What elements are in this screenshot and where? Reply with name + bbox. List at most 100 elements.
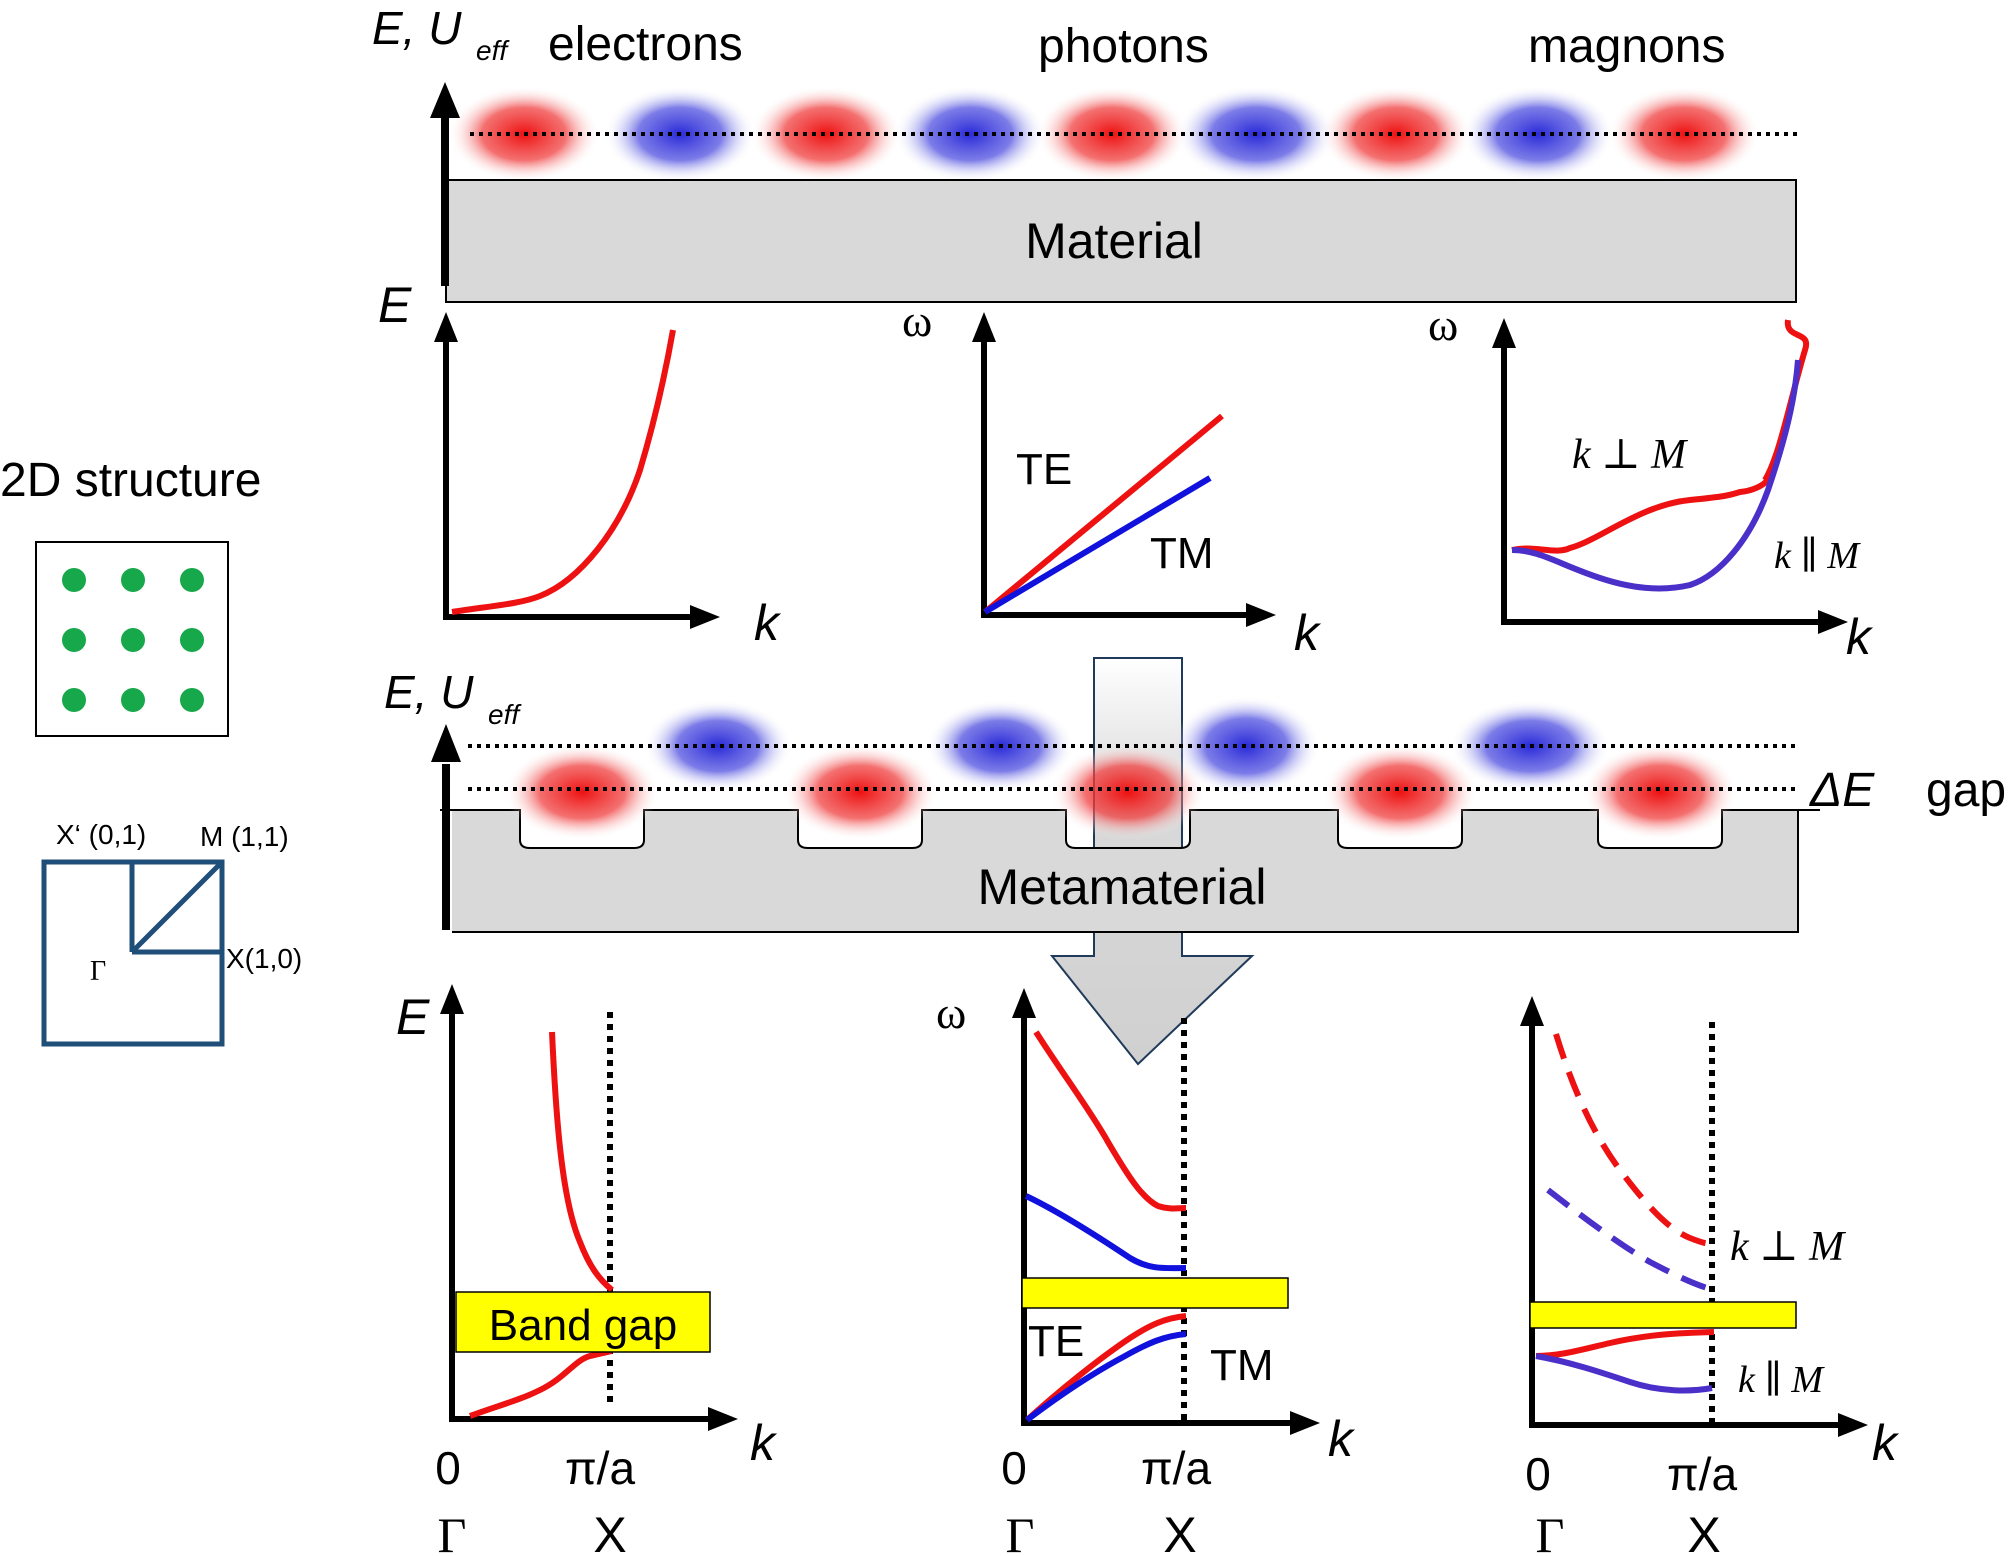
k-perp-m-lower-band bbox=[1535, 1329, 1715, 1359]
x-axis-label: k bbox=[1846, 609, 1874, 665]
gap-symbol: ΔE bbox=[1809, 764, 1875, 817]
y-axis-arrowhead bbox=[440, 984, 464, 1014]
tm-upper-band bbox=[1024, 1193, 1187, 1272]
x-axis-label: k bbox=[1872, 1415, 1900, 1471]
k-parallel-m-upper-band bbox=[1546, 1187, 1715, 1293]
tm-label: TM bbox=[1150, 529, 1214, 578]
lattice-dot bbox=[62, 568, 86, 592]
band-gap-box bbox=[1529, 1301, 1797, 1329]
te-dispersion-line bbox=[983, 413, 1224, 615]
brillouin-zone: X‘ (0,1) M (1,1) X(1,0) Γ bbox=[41, 819, 302, 1047]
lattice-dots bbox=[62, 568, 204, 712]
x-axis-arrowhead bbox=[1246, 603, 1276, 627]
k-parallel-m-label: k ∥ M bbox=[1738, 1359, 1825, 1401]
metamaterial-slab-border bbox=[452, 810, 1799, 933]
te-lower-band bbox=[1024, 1313, 1187, 1423]
wave-blob-red bbox=[1320, 86, 1472, 182]
bz-label-m: M (1,1) bbox=[200, 821, 289, 852]
structure-title: 2D structure bbox=[0, 454, 261, 507]
x-axis-arrowhead bbox=[1290, 1411, 1320, 1435]
wave-blob-red bbox=[782, 744, 938, 840]
tick-zero: 0 bbox=[1525, 1448, 1551, 1500]
wave-blob-red bbox=[1050, 744, 1206, 840]
x-axis-label: k bbox=[1294, 605, 1322, 661]
te-label: TE bbox=[1028, 1317, 1084, 1366]
tick-pi-over-a: π/a bbox=[1141, 1442, 1212, 1494]
bz-label-x-prime: X‘ (0,1) bbox=[56, 819, 146, 850]
lattice-dot bbox=[62, 628, 86, 652]
band-gap-label: Band gap bbox=[489, 1301, 677, 1350]
band-gap-box bbox=[1021, 1277, 1289, 1309]
material-slab bbox=[445, 179, 1797, 303]
tick-zero: 0 bbox=[435, 1442, 461, 1494]
k-perp-m-label: k ⊥ M bbox=[1572, 432, 1688, 478]
metamaterial-slab bbox=[440, 810, 1798, 932]
band-gap-box bbox=[455, 1291, 711, 1353]
metamaterial-slab-label: Metamaterial bbox=[978, 859, 1267, 915]
top-material-section: E, U eff electrons photons magnons Mater… bbox=[372, 2, 1798, 303]
x-axis-arrowhead bbox=[708, 1407, 738, 1431]
lattice-dot bbox=[121, 628, 145, 652]
k-parallel-m-label: k ∥ M bbox=[1774, 535, 1861, 577]
meta-red-blobs bbox=[504, 744, 1738, 840]
y-axis-arrowhead bbox=[1012, 988, 1036, 1018]
x-axis-label: k bbox=[750, 1415, 778, 1471]
x-axis-label: k bbox=[754, 595, 782, 651]
wave-blob-red bbox=[1582, 744, 1738, 840]
top-wave-blobs bbox=[448, 86, 1760, 182]
wave-blob-blue bbox=[894, 86, 1046, 182]
y-axis-arrowhead bbox=[972, 312, 996, 342]
k-perp-m-label: k ⊥ M bbox=[1730, 1224, 1846, 1270]
point-x: X bbox=[593, 1507, 626, 1556]
bz-label-gamma: Γ bbox=[90, 956, 106, 987]
y-axis-label: E bbox=[396, 989, 430, 1045]
k-parallel-m-lower-band bbox=[1535, 1353, 1713, 1394]
meta-energy-axis-subscript: eff bbox=[488, 699, 522, 730]
lattice-dot bbox=[180, 568, 204, 592]
dispersion-plot-electrons: E k bbox=[378, 277, 782, 651]
wave-blob-red bbox=[1608, 86, 1760, 182]
y-axis-arrowhead bbox=[1520, 996, 1544, 1026]
y-axis-label: ω bbox=[936, 987, 966, 1038]
point-x: X bbox=[1163, 1507, 1196, 1556]
y-axis-label: ω bbox=[1428, 299, 1458, 350]
lattice-dot bbox=[180, 688, 204, 712]
k-perp-m-curve bbox=[1511, 319, 1810, 554]
tm-dispersion-line bbox=[983, 475, 1212, 615]
k-perp-m-upper-band bbox=[1553, 1033, 1715, 1247]
tick-pi-over-a: π/a bbox=[1667, 1448, 1738, 1500]
lattice-dot bbox=[121, 568, 145, 592]
wave-blob-blue bbox=[644, 700, 792, 792]
top-energy-axis-subscript: eff bbox=[476, 35, 510, 66]
x-axis-arrowhead bbox=[1818, 610, 1848, 634]
tick-pi-over-a: π/a bbox=[565, 1442, 636, 1494]
lattice-dot bbox=[62, 688, 86, 712]
wave-blob-blue bbox=[1462, 86, 1614, 182]
top-energy-axis-label: E, U bbox=[372, 2, 462, 54]
metamaterial-section: E, U eff Metamaterial ΔE gap bbox=[384, 666, 2006, 933]
y-axis-label: ω bbox=[902, 295, 932, 346]
k-parallel-m-curve bbox=[1511, 359, 1801, 592]
meta-energy-axis-arrowhead bbox=[431, 724, 461, 762]
bz-label-x: X(1,0) bbox=[226, 943, 302, 974]
lower-band-curve bbox=[468, 1348, 613, 1419]
x-axis-arrowhead bbox=[690, 605, 720, 629]
tm-lower-band bbox=[1025, 1331, 1187, 1423]
tm-label: TM bbox=[1210, 1341, 1274, 1390]
dispersion-plot-photons: ω k TE TM bbox=[902, 295, 1322, 661]
bz-path-gamma-m bbox=[130, 860, 224, 954]
y-axis-arrowhead bbox=[434, 312, 458, 342]
dispersion-plot-magnons: ω k k ⊥ M k ∥ M bbox=[1428, 299, 1874, 665]
material-slab-label: Material bbox=[1025, 213, 1203, 269]
column-title-electrons: electrons bbox=[548, 18, 743, 71]
x-axis-label: k bbox=[1328, 1411, 1356, 1467]
electron-dispersion-curve bbox=[451, 329, 676, 615]
point-gamma: Γ bbox=[1006, 1507, 1035, 1556]
x-axis-arrowhead bbox=[1838, 1413, 1868, 1437]
point-x: X bbox=[1687, 1507, 1720, 1556]
te-label: TE bbox=[1016, 445, 1072, 494]
wave-blob-red bbox=[750, 86, 902, 182]
tick-zero: 0 bbox=[1001, 1442, 1027, 1494]
point-gamma: Γ bbox=[1536, 1507, 1565, 1556]
